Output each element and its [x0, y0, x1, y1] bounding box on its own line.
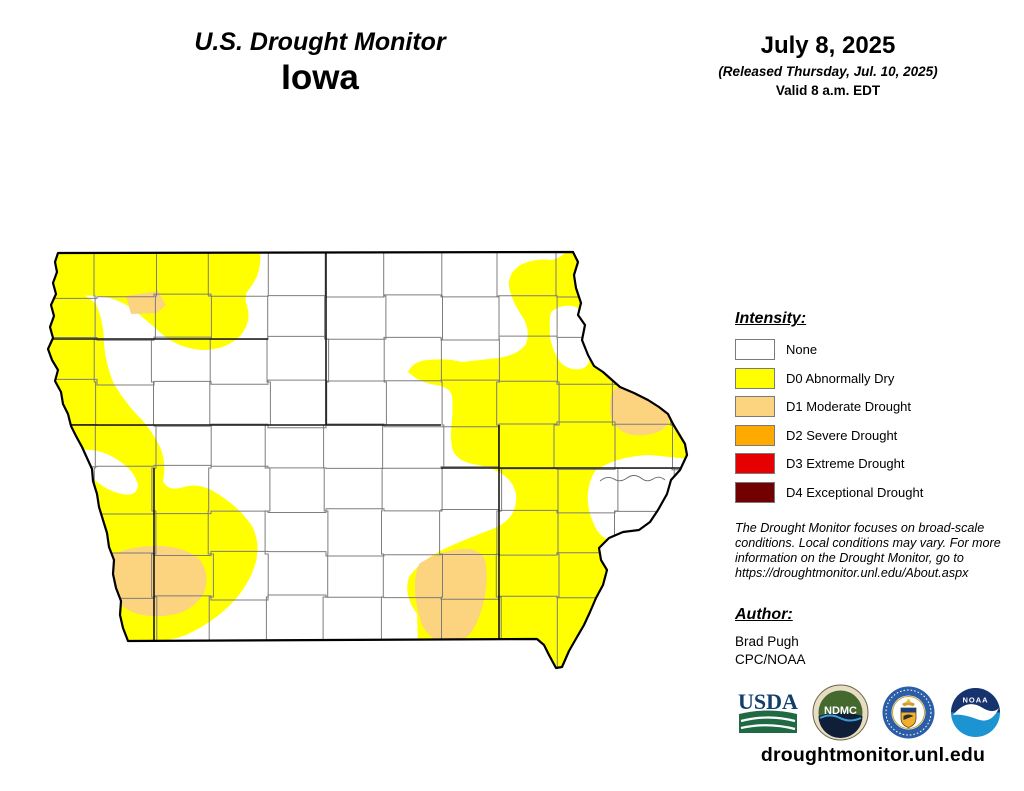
svg-text:NDMC: NDMC [824, 705, 857, 717]
county-line [439, 252, 445, 668]
doc-logo [882, 686, 935, 738]
legend-swatch-d1 [735, 396, 775, 418]
county-line [207, 252, 214, 668]
legend-swatch-d0 [735, 367, 775, 389]
released-date: (Released Thursday, Jul. 10, 2025) [718, 64, 938, 79]
legend-row-d0: D0 Abnormally Dry [735, 367, 1015, 390]
drought-region-none [80, 449, 138, 495]
ndmc-logo: NDMC [812, 684, 869, 740]
usda-logo: USDA [738, 689, 798, 733]
state-outline [46, 250, 689, 670]
legend-label-d0: D0 Abnormally Dry [786, 370, 895, 386]
legend-swatch-d4 [735, 481, 775, 503]
author-block: Author: Brad Pugh CPC/NOAA [735, 606, 1015, 669]
legend-label-d3: D3 Extreme Drought [786, 456, 905, 472]
iowa-drought-map [25, 240, 715, 685]
date-block: July 8, 2025 (Released Thursday, Jul. 10… [682, 32, 974, 98]
disclaimer-text: The Drought Monitor focuses on broad-sca… [735, 521, 1001, 580]
legend-label-d1: D1 Moderate Drought [786, 399, 912, 415]
agency-logos: USDA NDMC NOAA [737, 682, 1017, 742]
map-date: July 8, 2025 [760, 32, 896, 59]
legend-heading: Intensity: [735, 310, 807, 327]
svg-text:USDA: USDA [738, 689, 798, 714]
legend-swatch-d2 [735, 424, 775, 446]
legend-row-none: None [735, 339, 1015, 361]
legend-label-d4: D4 Exceptional Drought [786, 484, 924, 500]
county-line [322, 252, 330, 668]
legend-row-d4: D4 Exceptional Drought [735, 481, 1015, 504]
legend-row-d3: D3 Extreme Drought [735, 453, 1015, 475]
legend-label-none: None [786, 342, 818, 358]
county-line [553, 252, 560, 668]
county-line [150, 252, 158, 668]
river-line [599, 475, 666, 482]
noaa-logo: NOAA [951, 687, 1000, 737]
svg-text:NOAA: NOAA [962, 695, 988, 704]
county-line [48, 378, 687, 386]
legend-swatch-d3 [735, 453, 775, 475]
author-org: CPC/NOAA [735, 652, 806, 668]
title-block: U.S. Drought Monitor Iowa [120, 28, 520, 98]
legend-swatch-none [735, 339, 775, 361]
valid-time: Valid 8 a.m. EDT [775, 83, 881, 98]
iowa-map-svg [46, 250, 689, 670]
county-line [48, 464, 687, 471]
page-title: U.S. Drought Monitor [194, 28, 446, 56]
state-name: Iowa [281, 58, 359, 97]
legend-row-d1: D1 Moderate Drought [735, 396, 1015, 418]
drought-region-d1 [414, 548, 487, 643]
legend-label-d2: D2 Severe Drought [786, 427, 898, 443]
droughtmonitor-url: droughtmonitor.unl.edu [760, 744, 986, 766]
intensity-legend: Intensity: None D0 Abnormally Dry D1 Mod… [735, 310, 1015, 510]
author-heading: Author: [735, 606, 793, 623]
county-line [264, 252, 271, 668]
county-line [380, 252, 387, 668]
legend-row-d2: D2 Severe Drought [735, 424, 1015, 447]
author-name: Brad Pugh [735, 634, 799, 649]
